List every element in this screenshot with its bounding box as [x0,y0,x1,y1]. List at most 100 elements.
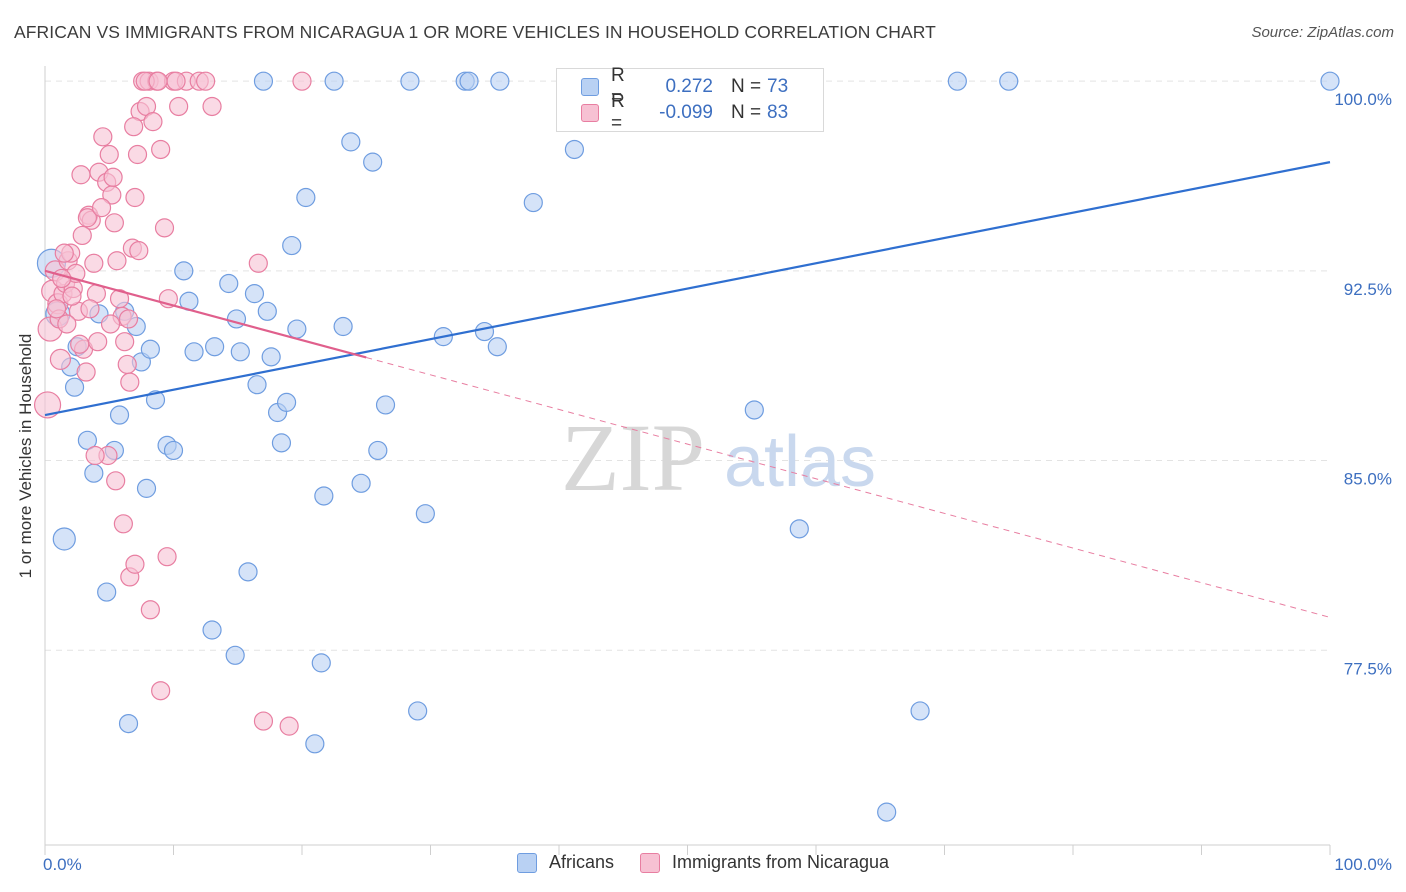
data-point [490,71,510,91]
data-point [118,309,139,329]
data-point [174,261,194,281]
data-point [140,339,160,359]
data-point [127,144,148,165]
data-point [124,117,144,137]
data-point [129,241,149,261]
data-point [271,433,292,453]
data-point [33,391,62,419]
legend-item-africans[interactable]: Africans [516,852,614,873]
data-point [77,208,98,228]
x-tick-label-right: 100.0% [1334,855,1392,874]
data-point [104,213,124,233]
data-point [148,71,168,91]
data-point [103,167,123,187]
legend-label-africans: Africans [548,852,614,872]
data-point [202,620,222,640]
data-point [84,463,104,483]
series-africans [36,71,1340,822]
data-point [247,375,267,395]
data-point [400,71,420,91]
data-point [115,332,135,352]
data-point [54,243,74,263]
trend-lines [44,161,1331,618]
data-point [97,582,117,602]
data-point [296,187,316,208]
data-point [140,600,160,620]
data-point [88,332,108,352]
data-point [219,273,239,294]
data-point [184,342,204,362]
data-point [257,301,277,321]
y-tick-label: 92.5% [1344,280,1392,299]
legend-r-label: R = [611,91,625,134]
legend-item-nicaragua[interactable]: Immigrants from Nicaragua [639,852,890,873]
data-point [117,354,137,375]
data-point [238,562,258,582]
y-tick-label: 85.0% [1344,470,1392,489]
data-point [163,440,184,461]
data-point [351,473,371,493]
data-point [57,314,77,334]
data-point [311,653,331,673]
data-point [62,286,82,306]
data-point [877,802,897,822]
data-point [744,400,764,420]
data-point [91,198,112,218]
data-point [72,225,92,246]
data-point [287,319,307,339]
chart-title: AFRICAN VS IMMIGRANTS FROM NICARAGUA 1 O… [14,22,936,42]
data-point [459,71,479,91]
legend-n-label: N = [731,76,762,97]
data-point [230,342,250,362]
data-point [196,71,216,91]
series-nicaragua [33,71,312,736]
trend-line-africans [44,161,1331,417]
data-point [49,348,72,370]
data-point [70,334,90,354]
data-point [76,362,96,382]
legend-swatch-nicaragua [581,104,599,122]
data-point [999,71,1019,91]
data-point [789,519,809,539]
data-point [279,716,299,736]
data-point [52,527,76,551]
data-point [77,430,98,450]
legend-n-value: 73 [767,76,789,97]
legend-row-africans: R = 0.272 N = 73 [581,65,789,108]
series-legend: Africans Immigrants from Nicaragua [0,852,1406,873]
data-point [154,218,175,238]
data-point [244,284,265,304]
grid-lines [45,80,1330,651]
data-point [415,504,435,524]
data-point [80,299,100,319]
data-point [100,314,121,334]
legend-n-label: N = [731,102,762,123]
legend-r-value: -0.099 [659,102,713,123]
watermark-zip: ZIP [561,404,705,511]
data-point [113,514,133,534]
data-point [564,139,585,160]
data-point [202,96,222,117]
data-point [106,471,126,491]
data-point [52,268,72,289]
data-point [375,395,396,415]
data-points [33,71,1340,822]
data-point [166,71,186,91]
data-point [276,392,297,412]
data-point [71,165,91,185]
data-point [253,711,274,731]
legend-label-nicaragua: Immigrants from Nicaragua [671,852,890,872]
axes [44,66,1331,855]
data-point [125,554,145,574]
data-point [136,478,157,498]
data-point [125,187,145,208]
data-point [107,251,127,271]
data-point [305,734,325,754]
trend-line-nicaragua [44,269,367,359]
source-label: Source: ZipAtlas.com [1251,24,1394,41]
data-point [947,71,967,91]
data-point [143,112,163,132]
y-axis-label: 1 or more Vehicles in Household [16,334,35,579]
data-point [341,132,361,152]
